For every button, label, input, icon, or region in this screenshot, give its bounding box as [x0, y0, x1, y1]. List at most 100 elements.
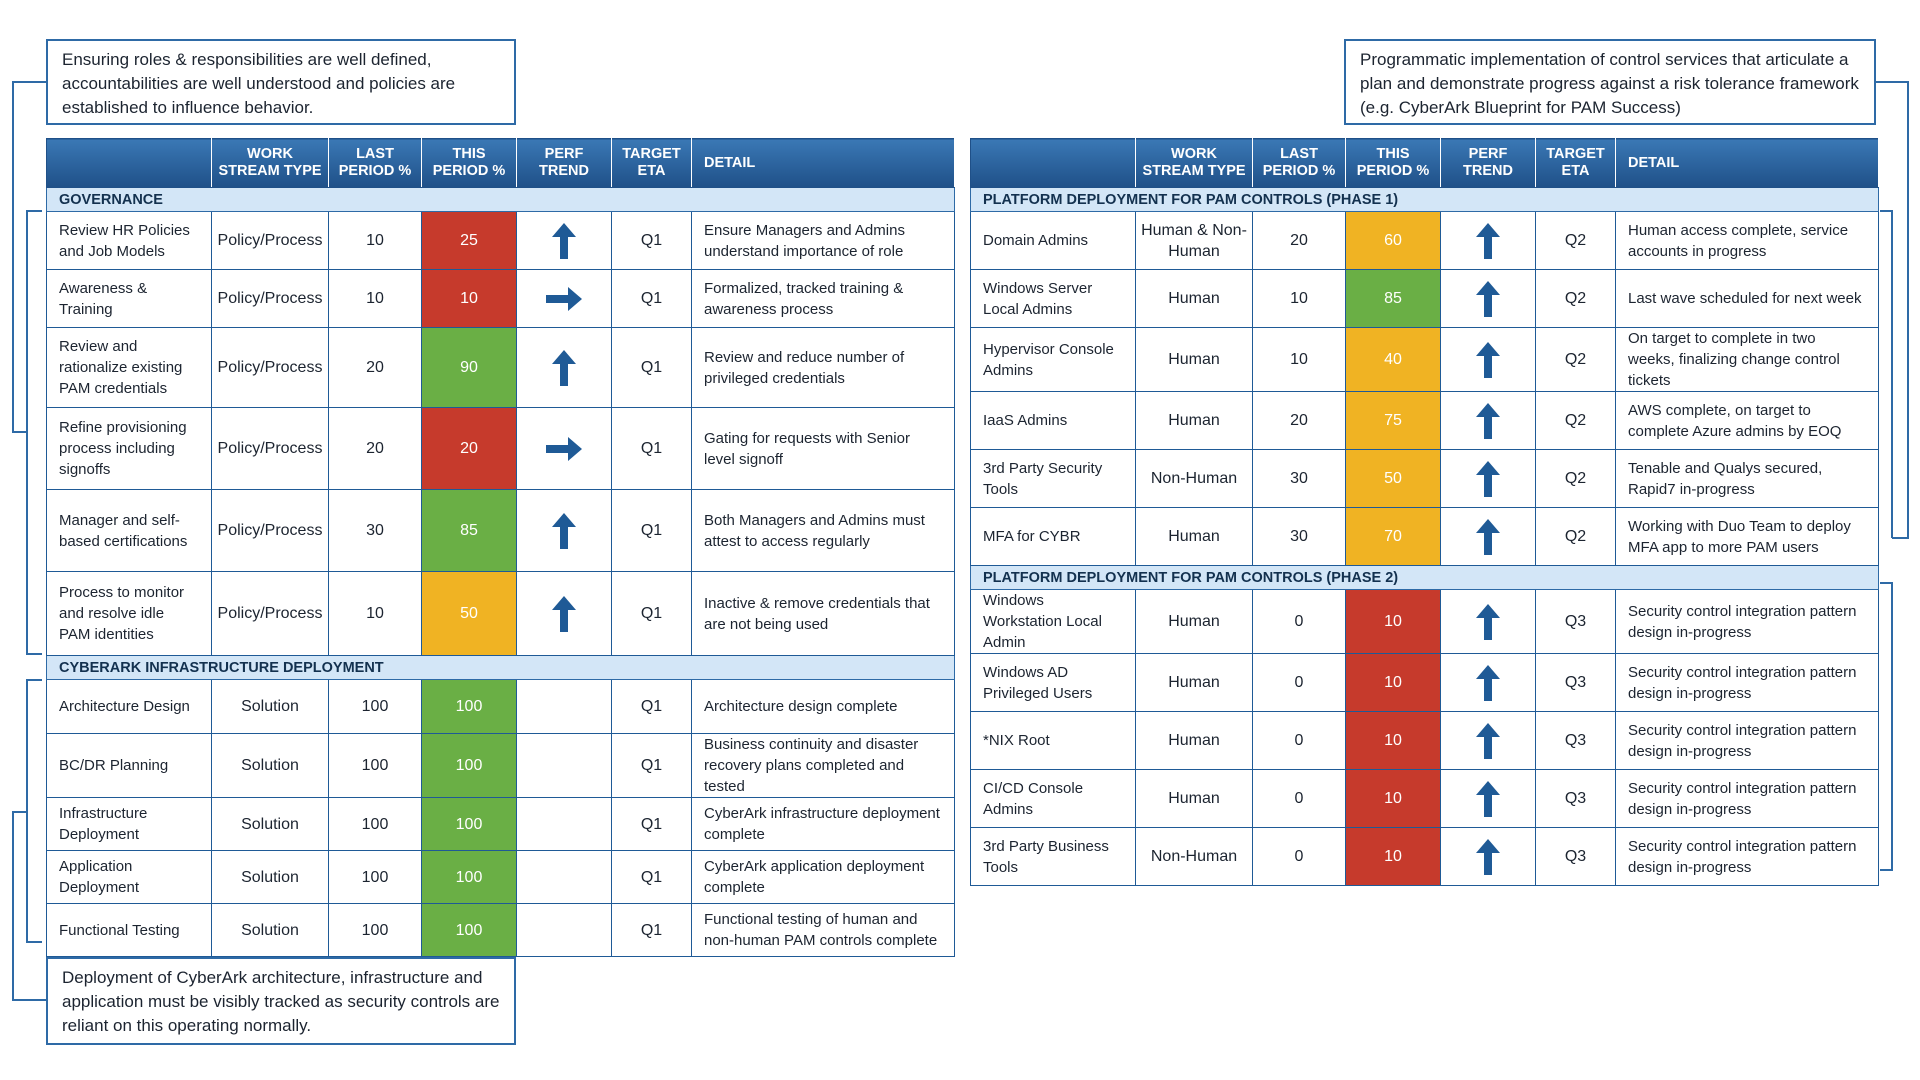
- trend-arrow-up: [552, 349, 576, 386]
- callout: Programmatic implementation of control s…: [1344, 39, 1876, 125]
- stream-type: Policy/Process: [211, 407, 329, 490]
- perf-trend: [1440, 327, 1536, 392]
- bracket: [1880, 582, 1893, 871]
- last-period: 0: [1252, 711, 1346, 770]
- column-header: [970, 138, 1136, 188]
- trend-arrow-up: [1476, 603, 1500, 640]
- detail: Formalized, tracked training & awareness…: [691, 269, 955, 328]
- arrow-shape: [1476, 722, 1500, 759]
- this-period: 20: [421, 407, 517, 490]
- work-stream: Windows Workstation Local Admin: [970, 589, 1136, 654]
- detail: Security control integration pattern des…: [1615, 589, 1879, 654]
- last-period: 100: [328, 850, 422, 904]
- arrow-shape: [552, 222, 576, 259]
- work-stream: *NIX Root: [970, 711, 1136, 770]
- perf-trend: [516, 903, 612, 957]
- target-eta: Q1: [611, 850, 692, 904]
- last-period: 100: [328, 903, 422, 957]
- this-period: 85: [1345, 269, 1441, 328]
- trend-arrow-up: [1476, 780, 1500, 817]
- column-header: DETAIL: [691, 138, 955, 188]
- arrow-shape: [1476, 280, 1500, 317]
- this-period: 90: [421, 327, 517, 408]
- data-row: 3rd Party Business Tools Non-Human 0 10 Q3 Se…: [970, 827, 1879, 886]
- data-row: Windows Workstation Local Admin Human 0 10 Q…: [970, 589, 1879, 654]
- target-eta: Q2: [1535, 211, 1616, 270]
- perf-trend: [1440, 653, 1536, 712]
- detail: On target to complete in two weeks, fina…: [1615, 327, 1879, 392]
- last-period: 0: [1252, 589, 1346, 654]
- header-row: WORK STREAM TYPE LAST PERIOD % THIS PERIOD…: [970, 138, 1879, 188]
- detail: AWS complete, on target to complete Azur…: [1615, 391, 1879, 450]
- bracket: [26, 679, 42, 943]
- connector: [12, 811, 46, 1001]
- section-row: CYBERARK INFRASTRUCTURE DEPLOYMENT: [46, 655, 955, 680]
- status-table: WORK STREAM TYPE LAST PERIOD % THIS PERIOD…: [46, 138, 955, 957]
- target-eta: Q1: [611, 327, 692, 408]
- target-eta: Q1: [611, 679, 692, 734]
- data-row: CI/CD Console Admins Human 0 10 Q3 Security c…: [970, 769, 1879, 828]
- detail: Both Managers and Admins must attest to …: [691, 489, 955, 572]
- perf-trend: [1440, 449, 1536, 508]
- section-row: GOVERNANCE: [46, 187, 955, 212]
- perf-trend: [516, 679, 612, 734]
- detail: Security control integration pattern des…: [1615, 653, 1879, 712]
- detail: Tenable and Qualys secured, Rapid7 in-pr…: [1615, 449, 1879, 508]
- detail: Business continuity and disaster recover…: [691, 733, 955, 798]
- stream-type: Non-Human: [1135, 449, 1253, 508]
- perf-trend: [516, 489, 612, 572]
- stream-type: Solution: [211, 679, 329, 734]
- table-head: WORK STREAM TYPE LAST PERIOD % THIS PERIOD…: [46, 138, 955, 188]
- work-stream: 3rd Party Security Tools: [970, 449, 1136, 508]
- trend-arrow-up: [1476, 838, 1500, 875]
- work-stream: Infrastructure Deployment: [46, 797, 212, 851]
- work-stream: Architecture Design: [46, 679, 212, 734]
- this-period: 10: [421, 269, 517, 328]
- target-eta: Q3: [1535, 653, 1616, 712]
- perf-trend: [516, 571, 612, 656]
- last-period: 0: [1252, 653, 1346, 712]
- column-header: LAST PERIOD %: [328, 138, 422, 188]
- data-row: Review HR Policies and Job Models Policy/…: [46, 211, 955, 270]
- data-row: Application Deployment Solution 100 100 Q1 Cy…: [46, 850, 955, 904]
- work-stream: IaaS Admins: [970, 391, 1136, 450]
- this-period: 10: [1345, 589, 1441, 654]
- data-row: Process to monitor and resolve idle PAM …: [46, 571, 955, 656]
- data-row: Hypervisor Console Admins Human 10 40 Q2 On t…: [970, 327, 1879, 392]
- arrow-shape: [546, 436, 582, 461]
- trend-arrow-up: [552, 222, 576, 259]
- detail: Review and reduce number of privileged c…: [691, 327, 955, 408]
- table-body: GOVERNANCE Review HR Policies and Job Mod…: [46, 187, 955, 957]
- column-header: LAST PERIOD %: [1252, 138, 1346, 188]
- perf-trend: [516, 733, 612, 798]
- target-eta: Q1: [611, 269, 692, 328]
- work-stream: Domain Admins: [970, 211, 1136, 270]
- last-period: 20: [1252, 211, 1346, 270]
- detail: CyberArk application deployment complete: [691, 850, 955, 904]
- last-period: 30: [328, 489, 422, 572]
- detail: Human access complete, service accounts …: [1615, 211, 1879, 270]
- stream-type: Human: [1135, 711, 1253, 770]
- arrow-shape: [1476, 838, 1500, 875]
- stream-type: Solution: [211, 733, 329, 798]
- work-stream: Application Deployment: [46, 850, 212, 904]
- connector: [1876, 81, 1909, 539]
- arrow-shape: [1476, 780, 1500, 817]
- arrow-shape: [552, 595, 576, 632]
- data-row: Domain Admins Human & Non-Human 20 60 Q2 Huma…: [970, 211, 1879, 270]
- section-title: PLATFORM DEPLOYMENT FOR PAM CONTROLS (PH…: [970, 187, 1879, 212]
- last-period: 20: [1252, 391, 1346, 450]
- column-header: DETAIL: [1615, 138, 1879, 188]
- data-row: Windows Server Local Admins Human 10 85 Q2 La…: [970, 269, 1879, 328]
- target-eta: Q1: [611, 571, 692, 656]
- trend-arrow-up: [552, 595, 576, 632]
- data-row: Infrastructure Deployment Solution 100 100 Q…: [46, 797, 955, 851]
- last-period: 0: [1252, 827, 1346, 886]
- last-period: 30: [1252, 507, 1346, 566]
- stream-type: Solution: [211, 797, 329, 851]
- this-period: 100: [421, 797, 517, 851]
- stream-type: Solution: [211, 903, 329, 957]
- table-body: PLATFORM DEPLOYMENT FOR PAM CONTROLS (PH…: [970, 187, 1879, 886]
- last-period: 100: [328, 679, 422, 734]
